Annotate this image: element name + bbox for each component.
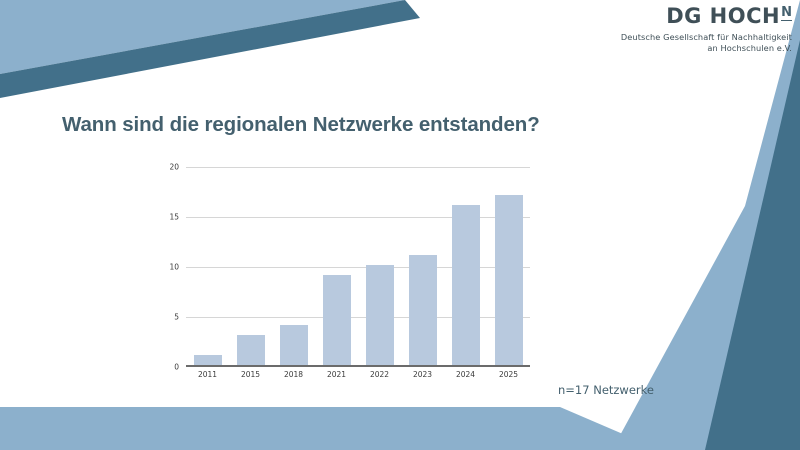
bar-series: 2011 2015 2018 2021 2022 2023 2024 2025: [186, 165, 530, 379]
bar: [494, 195, 523, 366]
bar: [451, 205, 480, 366]
x-axis-tick-label: 2022: [369, 370, 390, 380]
bar: [322, 275, 351, 366]
x-axis-tick-label: 2015: [240, 370, 261, 380]
bar-group: 2021: [315, 165, 358, 379]
bar-group: 2024: [444, 165, 487, 379]
plot-area: 0 5 10 15 20 2011 2015 2018 2021 2022 2023 2024 202…: [169, 163, 530, 379]
y-axis-tick-label: 10: [169, 262, 179, 272]
x-axis-tick-label: 2024: [455, 370, 476, 380]
x-axis-tick-label: 2025: [498, 370, 519, 380]
x-axis-line: [186, 365, 530, 367]
y-axis-tick-label: 5: [174, 312, 179, 322]
bar: [193, 355, 222, 366]
gridline: 15: [169, 213, 530, 222]
logo-subtitle: Deutsche Gesellschaft für Nachhaltigkeit…: [621, 32, 792, 54]
x-axis-tick-label: 2011: [197, 370, 218, 380]
bar-group: 2023: [401, 165, 444, 379]
bottom-light-band: [0, 407, 660, 450]
bar-group: 2022: [358, 165, 401, 379]
y-axis-tick-label: 0: [174, 362, 179, 372]
bar-chart: 0 5 10 15 20 2011 2015 2018 2021 2022 2023 2024 202…: [150, 158, 540, 386]
chart-annotation: n=17 Netzwerke: [558, 383, 654, 397]
logo-superscript-n: N: [781, 5, 792, 21]
bar-group: 2018: [272, 165, 315, 379]
logo-wordmark: DG HOCH: [666, 4, 781, 28]
bar-group: 2015: [229, 165, 272, 379]
logo-subtitle-line-2: an Hochschulen e.V.: [707, 43, 792, 54]
right-dark-wedge: [705, 40, 800, 450]
top-light-band: [0, 0, 405, 74]
x-axis-tick-label: 2021: [326, 370, 347, 380]
x-axis-tick-label: 2023: [412, 370, 433, 380]
logo-subtitle-line-1: Deutsche Gesellschaft für Nachhaltigkeit: [620, 32, 792, 42]
gridline: 0: [174, 363, 530, 372]
bar: [365, 265, 394, 366]
gridline: 10: [169, 263, 530, 272]
gridline: 20: [169, 163, 530, 172]
bar: [408, 255, 437, 366]
bar: [236, 335, 265, 366]
bar-group: 2011: [186, 165, 229, 379]
logo: DG HOCHN Deutsche Gesellschaft für Nachh…: [621, 6, 792, 54]
top-dark-band: [0, 0, 420, 98]
bar-group: 2025: [487, 165, 530, 379]
x-axis-tick-label: 2018: [283, 370, 304, 380]
bar: [279, 325, 308, 366]
page-title: Wann sind die regionalen Netzwerke entst…: [62, 113, 540, 136]
y-axis-tick-label: 15: [169, 212, 179, 222]
logo-wordmark-row: DG HOCHN: [621, 6, 792, 28]
y-axis-tick-label: 20: [169, 162, 179, 172]
gridline: 5: [174, 313, 530, 322]
